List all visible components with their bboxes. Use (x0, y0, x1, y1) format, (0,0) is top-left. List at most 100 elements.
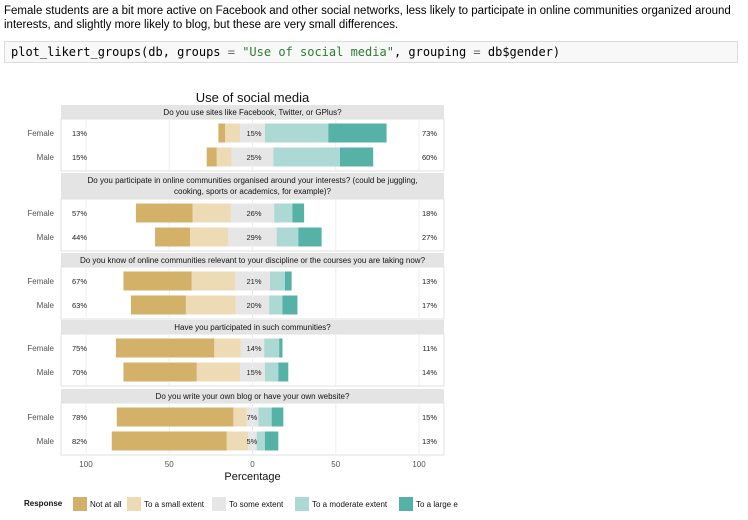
intro-paragraph: Female students are a bit more active on… (4, 5, 731, 31)
legend-label: To a large e (416, 500, 458, 509)
facet-question: Do you participate in online communities… (88, 176, 418, 185)
code-operator: = (473, 45, 481, 59)
bar-large-extent (339, 147, 374, 167)
label-high-percent: 60% (422, 153, 437, 162)
bar-moderate-extent (264, 338, 280, 358)
group-label: Male (37, 368, 55, 377)
group-label: Female (27, 413, 54, 422)
legend-label: To a moderate extent (312, 500, 388, 509)
bar-moderate-extent (269, 295, 283, 315)
label-high-percent: 17% (422, 301, 437, 310)
facet-question: cooking, sports or academics, for exampl… (174, 187, 332, 196)
bar-not-at-all (135, 203, 193, 223)
bar-small-extent (192, 203, 231, 223)
legend-swatch (399, 497, 413, 511)
bar-large-extent (278, 362, 289, 382)
bar-large-extent (282, 295, 298, 315)
label-neutral-percent: 14% (247, 344, 262, 353)
facet-strip (61, 173, 444, 199)
bar-small-extent (226, 431, 249, 451)
label-high-percent: 13% (422, 437, 437, 446)
label-neutral-percent: 15% (247, 368, 262, 377)
bar-small-extent (196, 362, 241, 382)
bar-large-extent (264, 431, 279, 451)
label-low-percent: 75% (72, 344, 87, 353)
group-label: Female (27, 129, 54, 138)
code-argument: , grouping (393, 45, 474, 59)
label-high-percent: 73% (422, 129, 437, 138)
bar-large-extent (279, 338, 283, 358)
group-label: Female (27, 344, 54, 353)
label-high-percent: 27% (422, 233, 437, 242)
facet-strip (61, 253, 444, 267)
bar-moderate-extent (269, 271, 285, 291)
bar-large-extent (298, 227, 322, 247)
bar-small-extent (191, 271, 236, 291)
label-high-percent: 11% (423, 344, 438, 353)
x-tick-label: 100 (79, 460, 93, 469)
facet-strip (61, 320, 444, 334)
label-low-percent: 70% (72, 368, 87, 377)
x-tick-label: 50 (331, 460, 340, 469)
x-tick-label: 50 (165, 460, 174, 469)
bar-not-at-all (116, 407, 234, 427)
bar-not-at-all (206, 147, 217, 167)
legend-label: Not at all (90, 500, 122, 509)
group-label: Male (37, 437, 55, 446)
label-low-percent: 44% (72, 233, 87, 242)
bar-large-extent (271, 407, 284, 427)
facet-strip (61, 389, 444, 403)
label-low-percent: 78% (72, 413, 87, 422)
bar-not-at-all (155, 227, 191, 247)
legend-swatch (127, 497, 141, 511)
label-high-percent: 14% (422, 368, 437, 377)
bar-moderate-extent (274, 203, 293, 223)
facet-question: Do you know of online communities releva… (80, 256, 426, 265)
facet-strip (61, 105, 444, 119)
legend-title: Response (24, 499, 63, 508)
chart-title: Use of social media (196, 90, 310, 105)
label-low-percent: 15% (72, 153, 87, 162)
label-neutral-percent: 21% (247, 277, 262, 286)
label-neutral-percent: 15% (247, 129, 262, 138)
group-label: Male (37, 233, 55, 242)
bar-moderate-extent (276, 227, 299, 247)
bar-not-at-all (123, 271, 192, 291)
code-string: "Use of social media" (234, 45, 394, 59)
bar-not-at-all (123, 362, 197, 382)
label-neutral-percent: 29% (247, 233, 262, 242)
label-high-percent: 13% (422, 277, 437, 286)
bar-not-at-all (111, 431, 227, 451)
bar-not-at-all (115, 338, 215, 358)
group-label: Male (37, 301, 55, 310)
legend-label: To some extent (229, 500, 284, 509)
legend-swatch (73, 497, 87, 511)
label-neutral-percent: 5% (247, 437, 258, 446)
label-high-percent: 18% (422, 209, 437, 218)
x-tick-label: 100 (412, 460, 426, 469)
legend-label: To a small extent (144, 500, 205, 509)
bar-small-extent (190, 227, 229, 247)
likert-chart: Use of social media Do you use sites like… (24, 90, 458, 511)
bar-small-extent (185, 295, 236, 315)
bar-large-extent (328, 123, 387, 143)
x-tick-label: 0 (250, 460, 255, 469)
label-high-percent: 15% (422, 413, 437, 422)
x-axis-label: Percentage (224, 471, 280, 483)
label-low-percent: 67% (72, 277, 87, 286)
bar-moderate-extent (273, 147, 340, 167)
legend-swatch (212, 497, 226, 511)
label-neutral-percent: 25% (247, 153, 262, 162)
code-argument: db$gender) (480, 45, 561, 59)
bar-moderate-extent (258, 407, 272, 427)
bar-moderate-extent (256, 431, 265, 451)
bar-not-at-all (218, 123, 226, 143)
label-neutral-percent: 7% (247, 413, 258, 422)
group-label: Male (37, 153, 55, 162)
bar-large-extent (284, 271, 292, 291)
bar-small-extent (216, 147, 232, 167)
label-low-percent: 82% (72, 437, 87, 446)
code-block: plot_likert_groups(db, groups = "Use of … (4, 41, 738, 63)
code-function: plot_likert_groups(db, groups (11, 45, 228, 59)
bar-small-extent (214, 338, 241, 358)
